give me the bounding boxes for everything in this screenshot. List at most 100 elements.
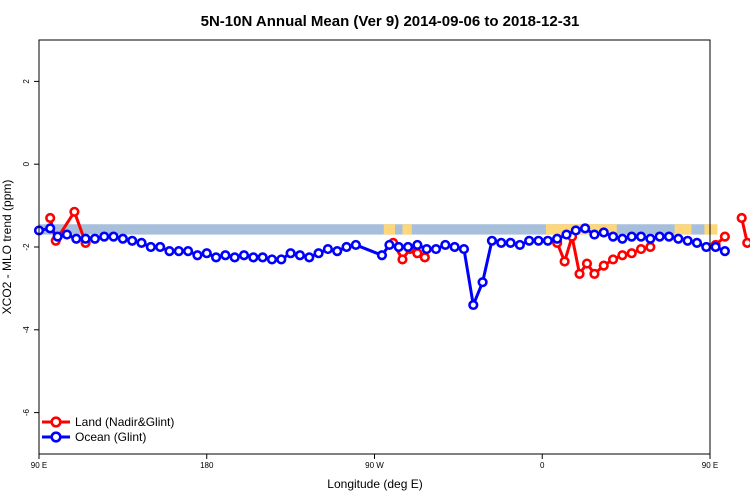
x-axis: 90 E 180 90 W 0 90 E — [31, 454, 718, 470]
ocean-data-point — [257, 252, 268, 263]
legend: Land (Nadir&Glint) Ocean (Glint) — [42, 415, 174, 444]
ocean-data-point — [89, 233, 101, 244]
land-data-point — [645, 241, 656, 253]
y-tick-label: 0 — [22, 161, 31, 166]
ocean-data-point — [71, 233, 82, 244]
ocean-data-point — [285, 248, 296, 259]
ocean-data-point — [654, 231, 665, 242]
land-data-point — [397, 254, 408, 265]
ocean-data-point — [412, 239, 423, 251]
ocean-data-point — [117, 233, 128, 244]
ocean-data-point — [663, 231, 675, 242]
land-band-segment — [383, 224, 396, 235]
ocean-data-point — [173, 246, 184, 257]
y-axis: 2 0 -2 -4 -6 — [22, 79, 39, 416]
x-tick-label: 90 W — [365, 461, 384, 470]
land-data-point — [419, 252, 430, 263]
land-data-point — [598, 260, 609, 271]
ocean-data-point — [440, 239, 451, 251]
legend-label-ocean: Ocean (Glint) — [75, 430, 146, 444]
land-data-point — [559, 256, 570, 267]
land-band-segment — [704, 224, 718, 235]
ocean-data-point — [468, 299, 479, 311]
ocean-data-point — [542, 235, 553, 246]
ocean-band — [39, 224, 710, 235]
land-data-point — [617, 250, 628, 261]
ocean-data-point — [332, 246, 343, 257]
ocean-data-point — [376, 250, 388, 261]
ocean-data-point — [192, 250, 203, 261]
ocean-data-point — [589, 229, 600, 240]
ocean-data-point — [238, 250, 250, 261]
ocean-data-point — [580, 223, 591, 234]
land-data-point — [581, 258, 593, 269]
y-tick-label: -4 — [22, 326, 31, 334]
land-data-point — [742, 237, 750, 248]
ocean-data-point — [201, 248, 212, 259]
series-layer — [33, 206, 750, 311]
legend-marker-land — [50, 416, 62, 428]
ocean-data-point — [80, 233, 91, 244]
legend-label-land: Land (Nadir&Glint) — [75, 415, 174, 429]
ocean-data-point — [682, 235, 693, 246]
ocean-data-point — [598, 227, 609, 238]
ocean-data-point — [402, 241, 414, 253]
x-tick-label: 90 E — [31, 461, 47, 470]
land-data-point — [574, 268, 585, 280]
ocean-data-point — [719, 246, 731, 257]
land-data-point — [626, 248, 637, 259]
land-data-point — [607, 254, 619, 265]
ocean-data-point — [248, 252, 259, 263]
ocean-data-point — [561, 229, 572, 240]
ocean-data-point — [294, 250, 306, 261]
ocean-data-point — [505, 237, 516, 248]
ocean-data-point — [449, 241, 460, 253]
ocean-data-point — [673, 233, 684, 244]
legend-marker-ocean — [50, 431, 62, 443]
chart-title: 5N-10N Annual Mean (Ver 9) 2014-09-06 to… — [201, 13, 580, 30]
ocean-data-point — [570, 225, 581, 236]
ocean-data-point — [341, 241, 352, 253]
ocean-data-point — [691, 237, 703, 248]
ocean-data-point — [421, 243, 432, 255]
ocean-data-point — [477, 277, 488, 288]
x-tick-label: 0 — [540, 461, 545, 470]
ocean-data-point — [99, 231, 110, 242]
ocean-data-point — [322, 243, 334, 255]
ocean-data-point — [108, 231, 119, 242]
x-axis-title: Longitude (deg E) — [327, 477, 422, 491]
ocean-data-point — [496, 237, 507, 248]
ocean-data-point — [52, 231, 63, 242]
ocean-data-point — [266, 254, 278, 265]
y-axis-title: XCO2 - MLO trend (ppm) — [0, 180, 14, 315]
ocean-data-point — [210, 252, 222, 263]
ocean-data-point — [220, 250, 231, 261]
ocean-data-point — [61, 229, 73, 240]
ocean-data-point — [393, 241, 404, 253]
ocean-data-point — [626, 231, 637, 242]
ocean-data-point — [701, 241, 712, 253]
x-tick-label: 90 E — [702, 461, 718, 470]
land-band-segment — [674, 224, 692, 235]
land-data-point — [719, 231, 731, 242]
ocean-data-point — [145, 241, 156, 253]
ocean-data-point — [45, 223, 56, 234]
land-band-segment — [402, 224, 412, 235]
x-tick-label: 180 — [200, 461, 214, 470]
ocean-data-point — [486, 235, 498, 246]
ocean-data-point — [384, 239, 395, 251]
ocean-data-point — [164, 246, 175, 257]
ocean-data-point — [514, 239, 525, 251]
ocean-data-point — [458, 243, 470, 255]
ocean-data-point — [155, 241, 166, 253]
ocean-data-point — [645, 233, 656, 244]
ocean-data-point — [304, 252, 315, 263]
y-tick-label: 2 — [22, 79, 31, 84]
ocean-data-point — [276, 254, 287, 265]
ocean-data-point — [635, 231, 647, 242]
ocean-data-point — [127, 235, 138, 246]
land-data-point — [635, 243, 647, 255]
land-data-point — [736, 212, 747, 224]
ocean-data-point — [229, 252, 240, 263]
